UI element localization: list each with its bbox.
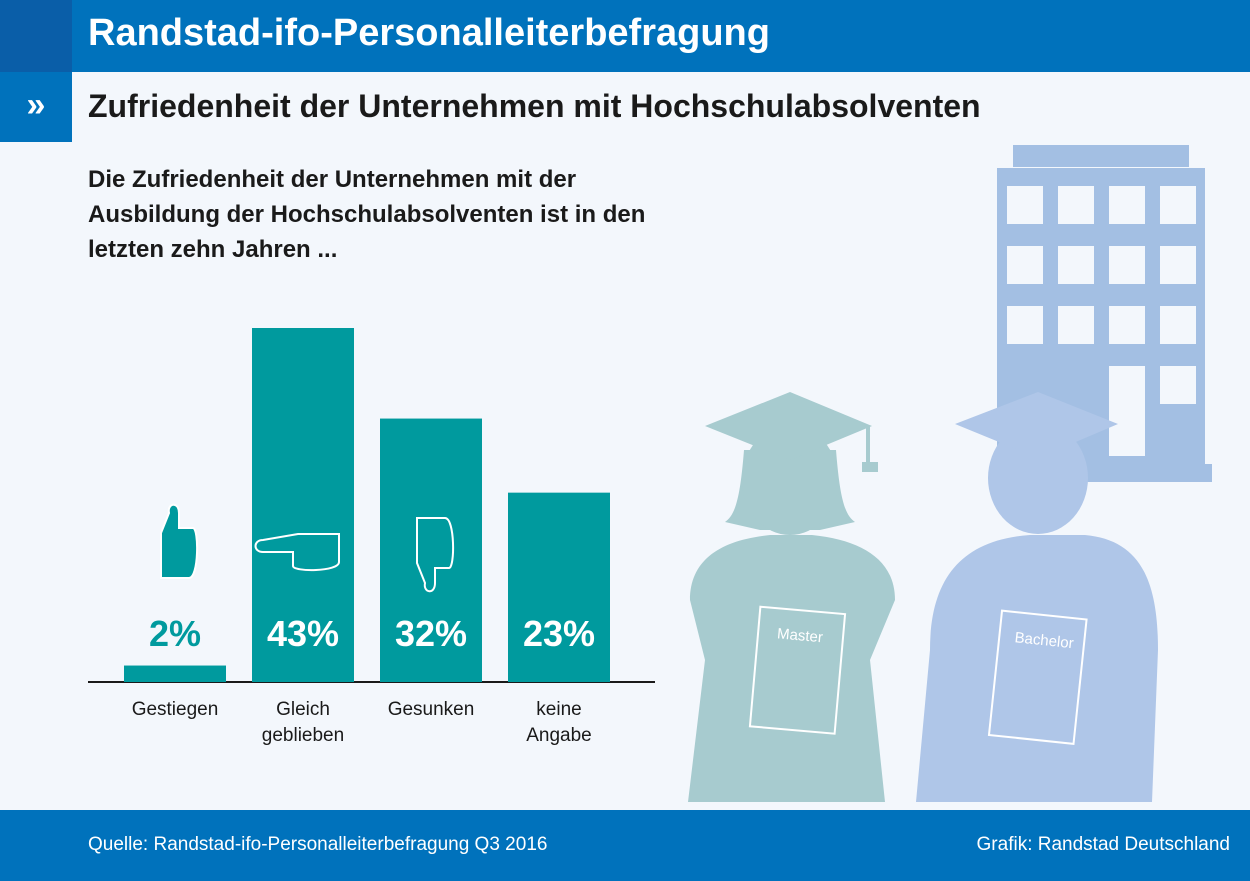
footer-credit: Grafik: Randstad Deutschland	[976, 834, 1230, 855]
category-label-1: geblieben	[262, 725, 344, 746]
chart-question: Die Zufriedenheit der Unternehmen mit de…	[88, 166, 646, 263]
bar-1	[252, 328, 354, 682]
graduates-illustration: Master Bachelor	[688, 145, 1212, 802]
value-label-3: 23%	[523, 613, 595, 654]
page-subtitle: Zufriedenheit der Unternehmen mit Hochsc…	[88, 88, 981, 124]
book-label-master: Master	[776, 625, 823, 646]
category-label-0: Gestiegen	[132, 699, 219, 720]
category-label-1: Gleich	[276, 699, 330, 720]
thumb-down-icon	[416, 517, 455, 593]
footer-source: Quelle: Randstad-ifo-Personalleiterbefra…	[88, 834, 548, 855]
value-label-0: 2%	[149, 613, 201, 654]
graduate-woman-icon: Master	[688, 392, 895, 802]
page-title: Randstad-ifo-Personalleiterbefragung	[88, 12, 770, 54]
bar-0	[124, 665, 226, 682]
value-label-2: 32%	[395, 613, 467, 654]
thumb-up-icon	[160, 503, 199, 579]
footer-bar: Quelle: Randstad-ifo-Personalleiterbefra…	[0, 810, 1250, 881]
thumb-sideways-icon	[254, 533, 340, 572]
graduate-man-icon: Bachelor	[916, 392, 1158, 802]
header-accent-block	[0, 0, 72, 72]
header-bar	[0, 0, 1250, 72]
bar-chart: 2% Gestiegen 43% Gleich geblieben 32% Gesunken…	[88, 328, 655, 746]
bar-3	[508, 492, 610, 682]
category-label-3: keine	[536, 699, 581, 720]
chevron-marker-icon: »	[0, 72, 72, 142]
category-label-2: Gesunken	[388, 699, 475, 720]
value-label-1: 43%	[267, 613, 339, 654]
book-label-bachelor: Bachelor	[1014, 629, 1075, 652]
category-label-3: Angabe	[526, 725, 592, 746]
